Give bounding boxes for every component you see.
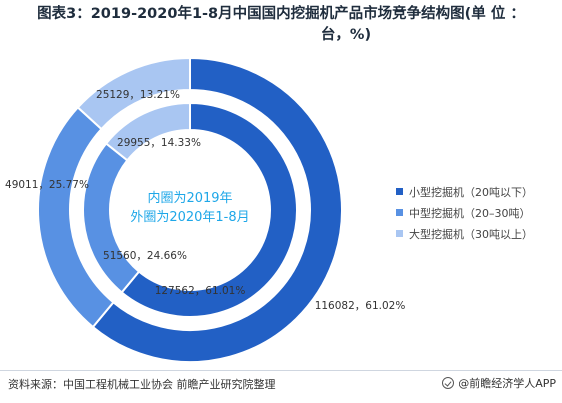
legend-swatch-medium	[396, 209, 403, 216]
inner-ring-label-small: 127562，61.01%	[155, 285, 246, 297]
outer-ring-slice-large	[76, 56, 191, 131]
legend-label-medium: 中型挖掘机（20–30吨）	[409, 206, 531, 220]
outer-ring-label-small: 116082，61.02%	[315, 300, 406, 312]
inner-ring-slice-large	[104, 101, 191, 162]
legend: 小型挖掘机（20吨以下） 中型挖掘机（20–30吨） 大型挖掘机（30吨以上）	[396, 181, 533, 244]
inner-ring-label-large: 29955，14.33%	[117, 137, 201, 149]
donut-chart: 127562，61.01% 51560，24.66% 29955，14.33% 116…	[5, 56, 405, 363]
center-note-line1: 内圈为2019年	[147, 190, 232, 206]
legend-swatch-large	[396, 230, 403, 237]
chart-title-line1: 图表3：2019-2020年1-8月中国国内挖掘机产品市场竞争结构图(单 位 ：	[37, 6, 525, 22]
brand-logo-icon	[442, 377, 455, 389]
legend-label-small: 小型挖掘机（20吨以下）	[409, 185, 533, 199]
chart-title: 图表3：2019-2020年1-8月中国国内挖掘机产品市场竞争结构图(单 位 ：…	[0, 4, 562, 46]
source-note: 资料来源：中国工程机械工业协会 前瞻产业研究院整理	[8, 378, 276, 391]
inner-ring-label-medium: 51560，24.66%	[103, 250, 187, 262]
inner-ring-slice-small	[120, 101, 298, 318]
outer-ring-label-large: 25129，13.21%	[96, 89, 180, 101]
donut-rings	[37, 56, 343, 363]
footer-divider	[0, 370, 562, 371]
legend-label-large: 大型挖掘机（30吨以上）	[409, 227, 533, 241]
outer-ring-label-medium: 49011，25.77%	[5, 179, 89, 191]
brand-text: @前瞻经济学人APP	[458, 377, 556, 390]
legend-swatch-small	[396, 188, 403, 195]
data-labels: 127562，61.01% 51560，24.66% 29955，14.33% 116…	[5, 89, 405, 312]
outer-ring-slice-small	[91, 56, 343, 363]
legend-item-small: 小型挖掘机（20吨以下）	[396, 181, 533, 202]
brand-credit: @前瞻经济学人APP	[442, 375, 556, 391]
legend-item-medium: 中型挖掘机（20–30吨）	[396, 202, 533, 223]
chart-title-line2: 台，%)	[320, 27, 372, 43]
legend-item-large: 大型挖掘机（30吨以上）	[396, 223, 533, 244]
center-note-line2: 外圈为2020年1-8月	[130, 210, 249, 225]
